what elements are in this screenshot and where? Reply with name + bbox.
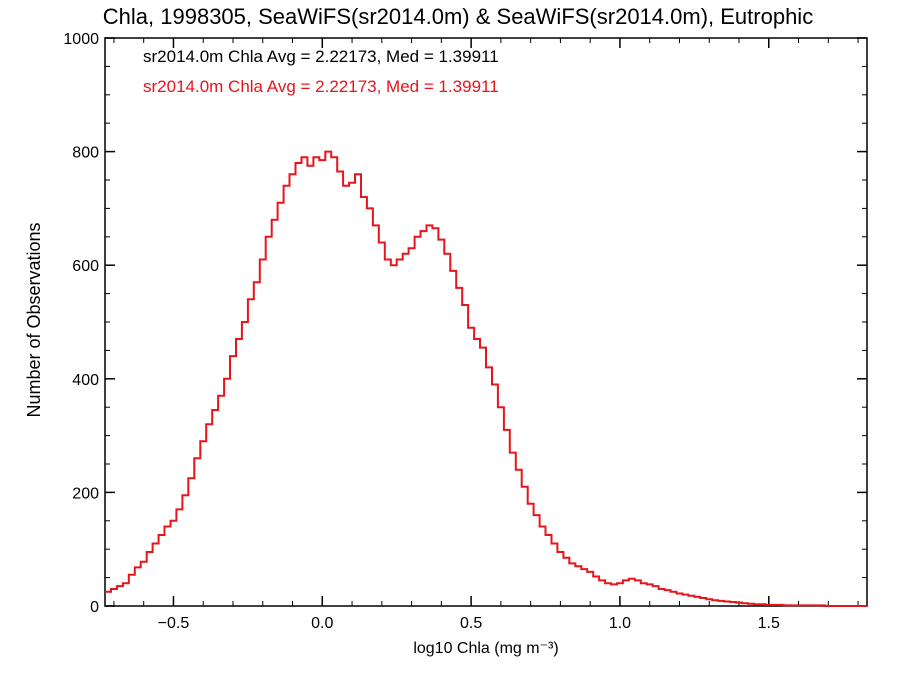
x-tick-label: 0.0 [311, 615, 333, 632]
x-axis-label: log10 Chla (mg m⁻³) [413, 640, 558, 657]
y-tick-label: 400 [72, 372, 99, 389]
x-tick-label: 1.5 [758, 615, 780, 632]
y-tick-label: 1000 [63, 31, 99, 48]
y-tick-label: 200 [72, 485, 99, 502]
y-tick-label: 800 [72, 145, 99, 162]
y-tick-label: 0 [90, 599, 99, 616]
y-axis: 0 200 400 600 800 1000 [63, 31, 867, 616]
histogram-series-line [105, 150, 867, 607]
x-axis: −0.5 0.0 0.5 1.0 1.5 [113, 38, 859, 632]
x-tick-label: 0.5 [460, 615, 482, 632]
y-axis-label: Number of Observations [24, 222, 44, 417]
y-tick-label: 600 [72, 258, 99, 275]
annotation-red: sr2014.0m Chla Avg = 2.22173, Med = 1.39… [143, 77, 499, 96]
x-tick-label: 1.0 [609, 615, 631, 632]
plot-frame [104, 37, 868, 607]
annotation-black: sr2014.0m Chla Avg = 2.22173, Med = 1.39… [143, 47, 499, 66]
series-layer [105, 150, 867, 607]
chart-title: Chla, 1998305, SeaWiFS(sr2014.0m) & SeaW… [103, 4, 813, 29]
x-tick-label: −0.5 [158, 615, 190, 632]
